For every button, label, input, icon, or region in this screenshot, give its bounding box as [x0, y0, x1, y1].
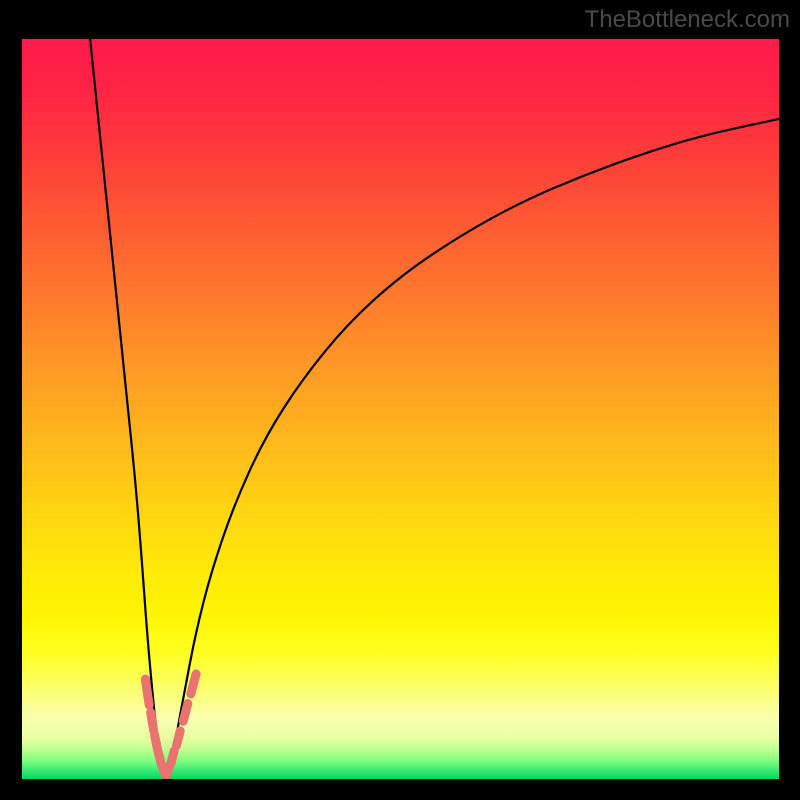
watermark-text: TheBottleneck.com: [585, 6, 790, 34]
curve-layer: [22, 39, 779, 779]
dip-marker-segment: [183, 704, 188, 722]
dip-marker-segment: [151, 712, 154, 731]
curve-left-branch: [90, 39, 164, 775]
dip-marker-segment: [167, 766, 170, 775]
dip-marker-segment: [191, 674, 196, 694]
dip-marker-segment: [145, 679, 149, 705]
dip-marker-segment: [176, 731, 180, 746]
dip-marker-segment: [154, 735, 157, 750]
plot-area: [22, 39, 779, 779]
curve-right-branch: [167, 119, 779, 775]
dip-marker-segment: [171, 751, 174, 763]
chart-container: TheBottleneck.com: [0, 0, 800, 800]
